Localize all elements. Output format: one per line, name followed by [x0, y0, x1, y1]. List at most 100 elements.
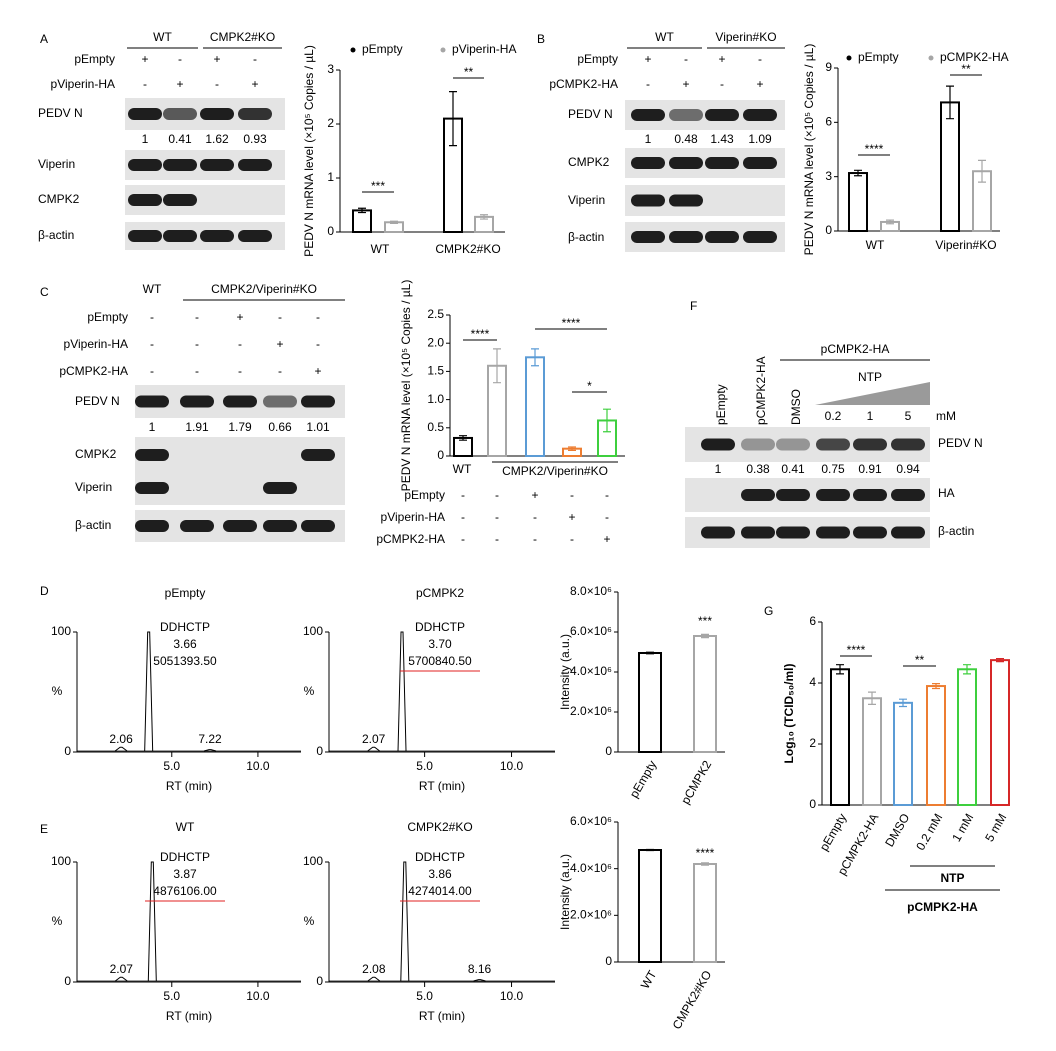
band: [200, 159, 234, 171]
lane-label: 0.2: [825, 409, 842, 423]
band-quantification: 1.79: [228, 420, 252, 434]
band: [263, 482, 297, 494]
condition-mark: -: [684, 52, 688, 66]
band-quantification: 1: [149, 420, 156, 434]
band: [776, 438, 810, 451]
y-tick-label: 1.0: [427, 392, 444, 406]
condition-mark: -: [533, 510, 537, 524]
significance-label: ****: [696, 846, 715, 860]
condition-mark: -: [238, 337, 242, 351]
bar: [940, 101, 960, 232]
error-bar: [603, 408, 611, 433]
band: [263, 520, 297, 532]
band-quantification: 1.62: [205, 132, 229, 146]
condition-label: pViperin-HA: [381, 510, 445, 524]
condition-mark: -: [533, 532, 537, 546]
condition-mark: +: [644, 52, 651, 66]
y-tick-label: 0: [825, 223, 832, 237]
lane-group-label: Viperin#KO: [715, 30, 776, 44]
band: [263, 395, 297, 408]
condition-mark: -: [495, 488, 499, 502]
group-label: pCMPK2-HA: [907, 900, 978, 914]
condition-mark: -: [278, 364, 282, 378]
significance-label: ***: [371, 179, 385, 193]
band: [631, 231, 665, 243]
y-axis-label: %: [304, 684, 315, 698]
band: [816, 526, 850, 539]
significance-label: **: [961, 62, 971, 76]
condition-mark: +: [213, 52, 220, 66]
bar: [638, 652, 662, 753]
y-tick-label: 2: [809, 736, 816, 750]
band: [891, 438, 925, 451]
y-tick-label: 0: [437, 448, 444, 462]
lane-label: 1: [867, 409, 874, 423]
peak-name: DDHCTP: [415, 620, 465, 634]
panel-letter: G: [764, 604, 773, 618]
x-tick-label: Viperin#KO: [935, 238, 996, 252]
band-quantification: 0.91: [858, 462, 882, 476]
band: [816, 489, 850, 501]
band: [891, 489, 925, 501]
y-tick-label: 0: [64, 974, 71, 988]
y-tick-label: 0: [605, 744, 612, 758]
y-tick-label: 6: [825, 115, 832, 129]
peak-area-label: 4274014.00: [408, 884, 472, 898]
band: [238, 230, 272, 242]
chromatogram-title: pCMPK2: [416, 586, 464, 600]
band-quantification: 1: [142, 132, 149, 146]
legend-label: pEmpty: [362, 42, 403, 56]
peak-name: DDHCTP: [160, 850, 210, 864]
condition-mark: -: [495, 510, 499, 524]
y-axis-label: Log₁₀ (TCID₅₀/ml): [782, 664, 796, 764]
error-bar: [459, 435, 467, 441]
y-tick-label: 3: [825, 169, 832, 183]
bar: [862, 697, 882, 806]
condition-label: pEmpty: [404, 488, 445, 502]
y-tick-label: 4: [809, 675, 816, 689]
error-bar: [868, 691, 876, 705]
x-axis-label: RT (min): [166, 779, 212, 793]
error-bar: [899, 698, 907, 708]
error-bar: [932, 683, 940, 690]
condition-mark: -: [461, 532, 465, 546]
band: [701, 526, 735, 539]
y-tick-label: 8.0×10⁶: [570, 584, 612, 598]
y-tick-label: 0: [327, 224, 334, 238]
band: [128, 108, 162, 120]
condition-label: pViperin-HA: [64, 337, 128, 351]
peak-rt-label: 8.16: [468, 962, 492, 976]
y-axis-label: Intensity (a.u.): [558, 854, 572, 930]
peak-name: DDHCTP: [415, 850, 465, 864]
x-tick-label: 5.0: [163, 989, 180, 1003]
band: [743, 231, 777, 243]
legend-marker: [440, 47, 446, 53]
band: [705, 231, 739, 243]
chromatogram-title: WT: [176, 820, 195, 834]
condition-mark: -: [720, 77, 724, 91]
y-tick-label: 6.0×10⁶: [570, 814, 612, 828]
band: [128, 230, 162, 242]
lane-label: DMSO: [789, 389, 803, 425]
band: [301, 395, 335, 408]
panel-letter: E: [40, 822, 48, 836]
condition-mark: +: [603, 532, 610, 546]
band-quantification: 1: [645, 132, 652, 146]
band: [135, 395, 169, 408]
legend-marker: [928, 55, 934, 61]
condition-mark: +: [531, 488, 538, 502]
condition-label: pCMPK2-HA: [376, 532, 445, 546]
y-tick-label: 0: [64, 744, 71, 758]
y-axis-label: %: [52, 684, 63, 698]
bar: [957, 668, 977, 807]
x-tick-label: pEmpty: [627, 758, 659, 800]
condition-mark: -: [461, 488, 465, 502]
condition-mark: -: [461, 510, 465, 524]
condition-mark: -: [150, 337, 154, 351]
peak: [144, 631, 154, 752]
significance-label: **: [464, 65, 474, 79]
y-axis-label: Intensity (a.u.): [558, 634, 572, 710]
bar: [693, 635, 717, 753]
condition-label: pCMPK2-HA: [549, 77, 618, 91]
